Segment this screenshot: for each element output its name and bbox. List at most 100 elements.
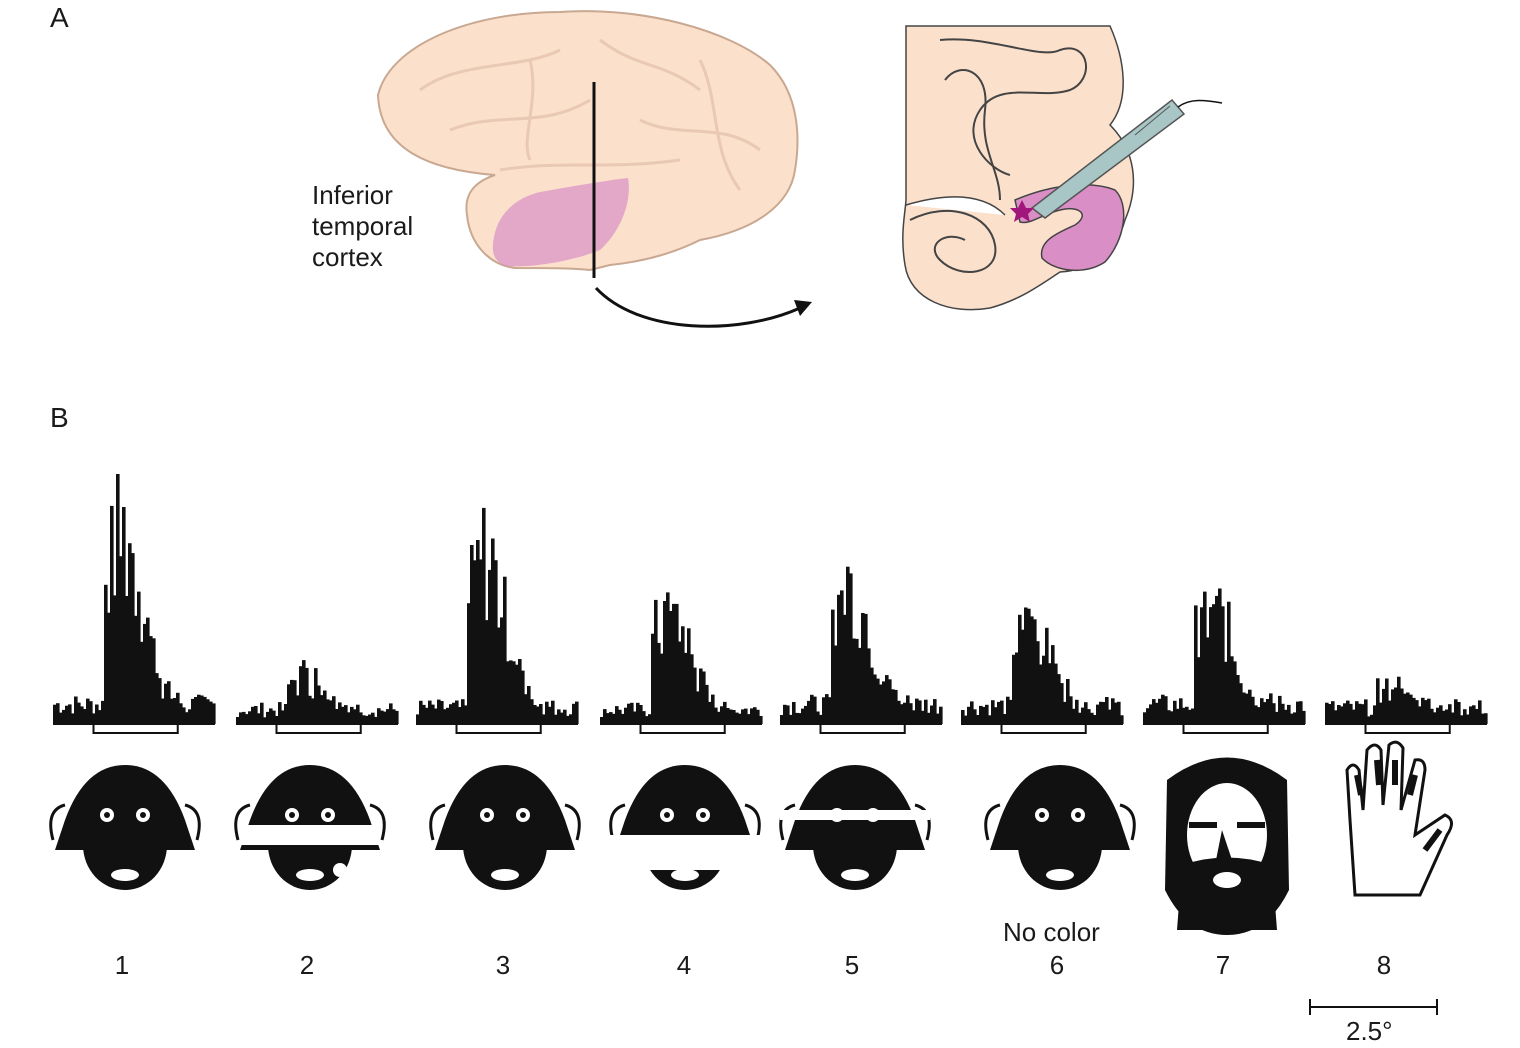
histogram-bar <box>332 696 336 724</box>
stimulus-period-bracket <box>92 724 179 734</box>
coronal-section-icon <box>902 25 1223 311</box>
histogram-bar <box>699 668 703 724</box>
histogram-bar <box>1039 664 1043 724</box>
histogram-bar <box>143 623 147 724</box>
histogram-bar <box>973 709 977 724</box>
monkey-face-icon <box>49 765 201 890</box>
histogram-bar <box>161 698 165 724</box>
histogram-bar <box>377 708 381 724</box>
histogram-bar <box>317 685 321 724</box>
histogram-bar <box>503 576 507 724</box>
histogram-bar <box>1391 689 1395 724</box>
histogram-bar <box>997 701 1001 724</box>
stimulus-period-bracket <box>275 724 362 734</box>
histogram-bar <box>242 711 246 724</box>
histogram-bar <box>633 711 637 724</box>
panel-b-letter: B <box>50 402 69 433</box>
histogram-bar <box>251 706 255 724</box>
histogram-bar <box>1278 695 1282 724</box>
histogram-bar <box>1087 709 1091 724</box>
histogram-bar <box>239 712 243 724</box>
histogram-bar <box>1263 702 1267 724</box>
histogram-bar <box>107 612 111 724</box>
histogram-bar <box>248 711 252 724</box>
histogram-bar <box>176 692 180 724</box>
histogram-bar <box>455 700 459 724</box>
histogram-bar <box>329 700 333 724</box>
histogram-bar <box>882 681 886 724</box>
monkey-face-band-removed-icon <box>779 765 931 890</box>
histogram-bar <box>717 711 721 724</box>
histogram-bar <box>104 584 108 724</box>
histogram-bar <box>891 689 895 724</box>
histogram-bar <box>885 675 889 724</box>
histogram-bar <box>1466 714 1470 724</box>
histogram-bar <box>666 592 670 724</box>
histogram-bar <box>1424 700 1428 724</box>
histogram-bar <box>1164 696 1168 724</box>
histogram-bar <box>1358 703 1362 724</box>
histogram-bar <box>1460 715 1464 724</box>
histogram-bar <box>257 713 261 724</box>
histogram-bar <box>807 700 811 724</box>
histogram-bar <box>530 699 534 724</box>
histogram-bar <box>831 609 835 724</box>
histogram-bar <box>338 702 342 724</box>
histogram-bar <box>431 704 435 724</box>
histogram-4 <box>600 592 763 724</box>
histogram-bar <box>557 709 561 724</box>
stimulus-period-bracket <box>1182 724 1269 734</box>
histogram-bar <box>1236 675 1240 724</box>
histogram-bar <box>642 711 646 724</box>
histogram-bar <box>1009 699 1013 724</box>
histogram-bar <box>1436 707 1440 724</box>
histogram-bar <box>308 695 312 724</box>
stimulus-period-bracket <box>455 724 542 734</box>
histogram-bar <box>173 698 177 724</box>
histogram-bar <box>122 507 126 724</box>
histogram-bar <box>1206 637 1210 724</box>
histogram-bar <box>1191 708 1195 724</box>
histogram-bar <box>362 715 366 724</box>
histogram-bar <box>747 714 751 724</box>
histogram-bar <box>1093 715 1097 724</box>
histogram-bar <box>867 648 871 724</box>
histogram-bar <box>678 641 682 724</box>
histogram-bar <box>687 628 691 724</box>
histogram-bar <box>789 714 793 724</box>
histogram-bar <box>1376 678 1380 724</box>
histogram-bar <box>1245 693 1249 724</box>
histogram-bar <box>1099 701 1103 724</box>
histogram-bar <box>386 709 390 724</box>
histogram-bar <box>500 617 504 724</box>
histogram-bar <box>479 559 483 724</box>
histogram-bar <box>684 652 688 724</box>
histogram-bar <box>1337 705 1341 724</box>
histogram-bar <box>137 591 141 724</box>
histogram-bar <box>1439 705 1443 724</box>
histogram-bar <box>164 683 168 724</box>
histogram-bar <box>714 707 718 724</box>
histogram-bar <box>1057 674 1061 724</box>
histogram-bar <box>392 709 396 724</box>
histogram-bar <box>1433 712 1437 724</box>
histogram-bar <box>485 620 489 724</box>
histogram-bar <box>1382 688 1386 724</box>
histogram-bar <box>936 713 940 724</box>
histogram-bar <box>188 709 192 724</box>
histogram-bar <box>1361 704 1365 724</box>
monkey-face-partial-icon <box>609 765 761 890</box>
histogram-bar <box>897 700 901 724</box>
histogram-bar <box>1343 703 1347 724</box>
histogram-bar <box>536 706 540 724</box>
histogram-bar <box>1012 654 1016 724</box>
histogram-bar <box>482 507 486 724</box>
histogram-bar <box>299 666 303 724</box>
histogram-bar <box>924 699 928 724</box>
electrode-icon <box>1030 98 1186 219</box>
histogram-bar <box>1385 678 1389 724</box>
histogram-bar <box>110 505 114 724</box>
histogram-bar <box>179 703 183 724</box>
histogram-bar <box>71 713 75 724</box>
stimulus-number-5: 5 <box>844 950 860 980</box>
